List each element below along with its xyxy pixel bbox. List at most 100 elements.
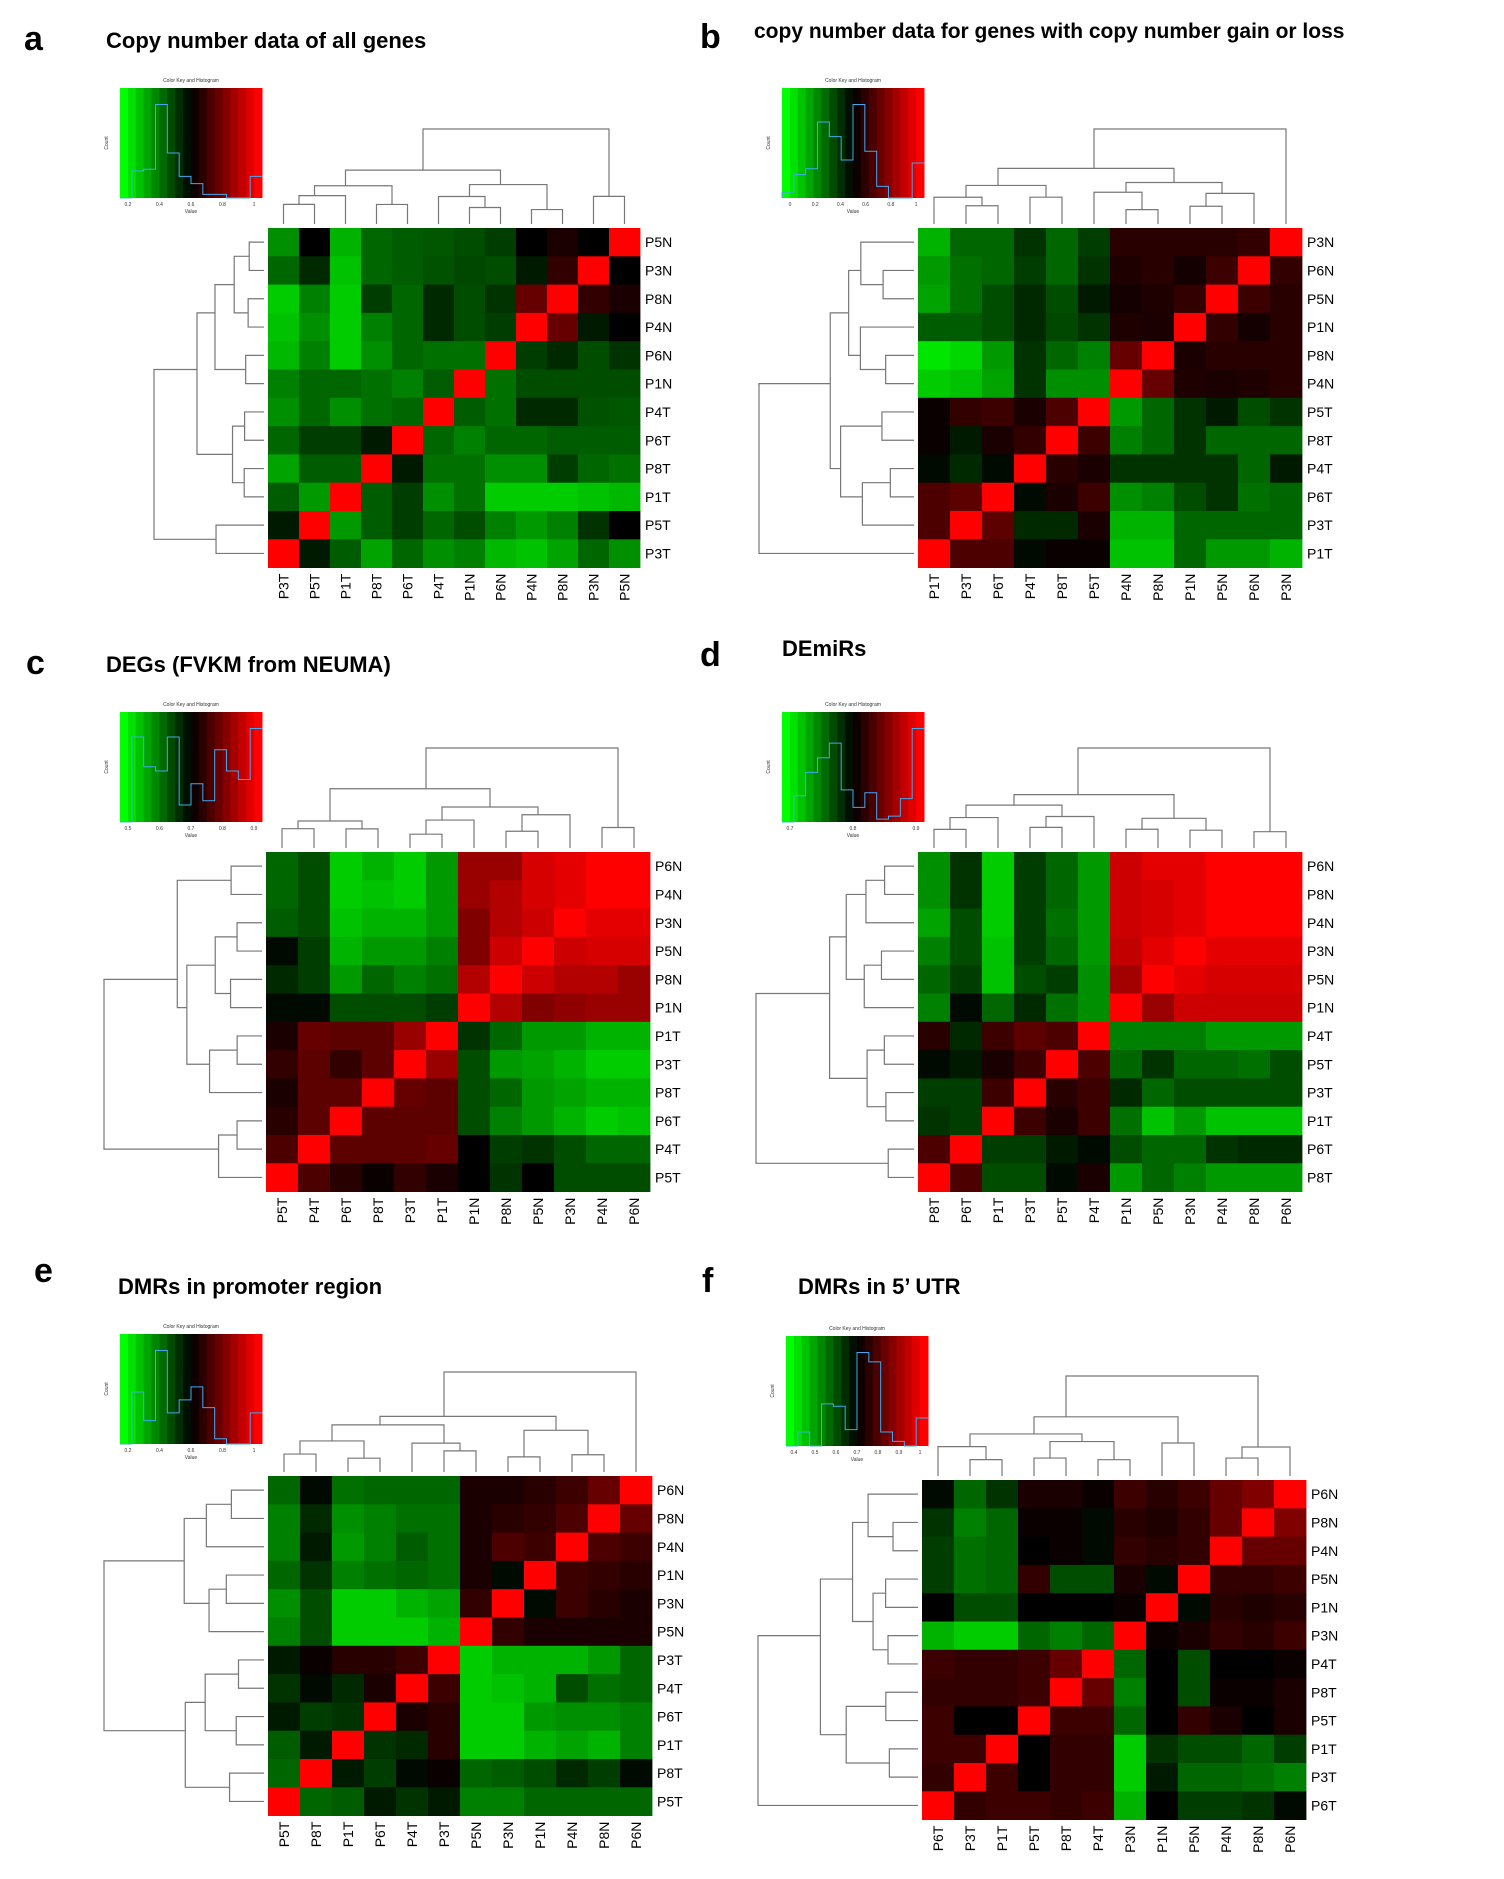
heatmap-cell — [578, 397, 610, 427]
column-label: P6N — [493, 574, 509, 601]
heatmap-cell — [460, 1617, 493, 1647]
heatmap-cell — [1274, 1791, 1307, 1820]
dendrogram-branch — [866, 1049, 886, 1108]
heatmap-cell — [1274, 1564, 1307, 1594]
row-label: P6T — [1307, 489, 1333, 505]
heatmap-cell — [1270, 993, 1303, 1023]
heatmap-cell — [1174, 312, 1207, 342]
column-label: P8T — [308, 1821, 324, 1847]
color-key-swatch — [888, 1336, 897, 1446]
heatmap-cell — [332, 1617, 365, 1647]
heatmap-cell — [522, 1106, 555, 1136]
heatmap-cell — [986, 1649, 1019, 1679]
column-label: P6N — [1278, 1198, 1294, 1225]
heatmap-cell — [1110, 256, 1143, 285]
heatmap-cell — [426, 1050, 459, 1079]
dendrogram-branch — [860, 241, 914, 286]
heatmap-cell — [1206, 341, 1239, 370]
heatmap-cell — [428, 1504, 461, 1533]
heatmap-cell — [578, 511, 610, 540]
heatmap-cell — [986, 1621, 1019, 1651]
heatmap-cell — [396, 1504, 429, 1533]
heatmap-cell — [1018, 1734, 1051, 1764]
heatmap-cell — [1050, 1508, 1083, 1537]
heatmap-cell — [485, 228, 517, 257]
column-label: P4T — [1090, 1825, 1106, 1851]
heatmap-cell — [954, 1649, 987, 1679]
dendrogram-branch — [949, 816, 999, 848]
heatmap-cell — [982, 397, 1015, 427]
heatmap-cell — [547, 284, 579, 314]
color-key-swatch — [821, 88, 830, 198]
row-label: P6T — [1307, 1141, 1333, 1157]
heatmap-cell — [330, 454, 362, 484]
heatmap-cell — [578, 228, 610, 257]
heatmap-cell — [588, 1476, 621, 1505]
heatmap-cell — [485, 369, 517, 399]
heatmap-e: Color Key and Histogram Count 0.2 0.4 0.6 0.8… — [103, 1324, 684, 1849]
color-key-tick: 0.2 — [125, 202, 132, 208]
row-label: P6T — [655, 1113, 681, 1129]
heatmap-cell — [1014, 1135, 1047, 1164]
column-label: P5T — [274, 1197, 290, 1223]
heatmap-cell — [1142, 256, 1175, 285]
heatmap-cell — [522, 1021, 555, 1051]
heatmap-cell — [426, 908, 459, 938]
heatmap-cell — [1270, 341, 1303, 370]
heatmap-cell — [1210, 1621, 1243, 1651]
heatmap-cell — [524, 1589, 557, 1618]
heatmap-cell — [1078, 341, 1111, 370]
heatmap-cell — [1078, 482, 1111, 512]
heatmap-cell — [1046, 454, 1079, 484]
color-key-xlabel: Value — [847, 209, 860, 215]
dendrogram-branch — [299, 1440, 365, 1459]
heatmap-cell — [1210, 1706, 1243, 1736]
heatmap-cell — [490, 993, 523, 1023]
color-key: Color Key and Histogram Count 0.4 0.5 0.6 0.7… — [770, 1326, 929, 1463]
heatmap-cell — [298, 1050, 331, 1079]
dendrogram-branch — [839, 425, 882, 498]
color-key-swatch — [254, 1334, 263, 1444]
row-label: P5T — [645, 517, 671, 533]
heatmap-cell — [1206, 369, 1239, 399]
dendrogram-branch — [863, 964, 914, 1009]
heatmap-cell — [1142, 880, 1175, 909]
heatmap-cell — [428, 1730, 461, 1760]
panel-letter: e — [34, 1252, 53, 1290]
color-key-swatch — [805, 712, 815, 822]
heatmap-cell — [392, 482, 424, 512]
heatmap-cell — [1018, 1508, 1051, 1537]
heatmap-cell — [522, 908, 555, 938]
heatmap-cell — [492, 1532, 525, 1562]
heatmap-cell — [556, 1589, 589, 1618]
row-label: P3N — [1307, 943, 1334, 959]
heatmap-cell — [330, 482, 362, 512]
heatmap-cell — [1142, 341, 1175, 370]
heatmap-cells — [922, 1480, 1307, 1820]
heatmap-cell — [299, 454, 331, 484]
heatmap-cell — [918, 1163, 951, 1192]
heatmap-cell — [332, 1702, 365, 1732]
heatmap-cell — [428, 1787, 461, 1816]
heatmap-cell — [485, 256, 517, 285]
heatmap-cell — [1142, 482, 1175, 512]
heatmap-cell — [492, 1787, 525, 1816]
heatmap-cell — [1082, 1763, 1115, 1792]
color-key-swatch — [829, 712, 838, 822]
column-label: P5T — [1086, 573, 1102, 599]
heatmap-cell — [1174, 341, 1207, 370]
dendrogram-branch — [937, 1446, 987, 1476]
panel-title: DMRs in promoter region — [118, 1274, 383, 1299]
heatmap-cell — [954, 1593, 987, 1622]
heatmap-cell — [361, 511, 393, 540]
heatmap-d: Color Key and Histogram Count 0.7 0.8 0.9 Val… — [755, 702, 1334, 1225]
heatmap-cell — [524, 1504, 557, 1533]
heatmap-cell — [609, 454, 641, 484]
heatmap-cell — [298, 1163, 331, 1192]
heatmap-cell — [492, 1617, 525, 1647]
heatmap-cell — [1078, 454, 1111, 484]
row-label: P3T — [645, 545, 671, 561]
dendrogram-branch — [1141, 817, 1207, 831]
heatmap-cell — [1146, 1593, 1179, 1622]
heatmap-cell — [950, 426, 983, 455]
